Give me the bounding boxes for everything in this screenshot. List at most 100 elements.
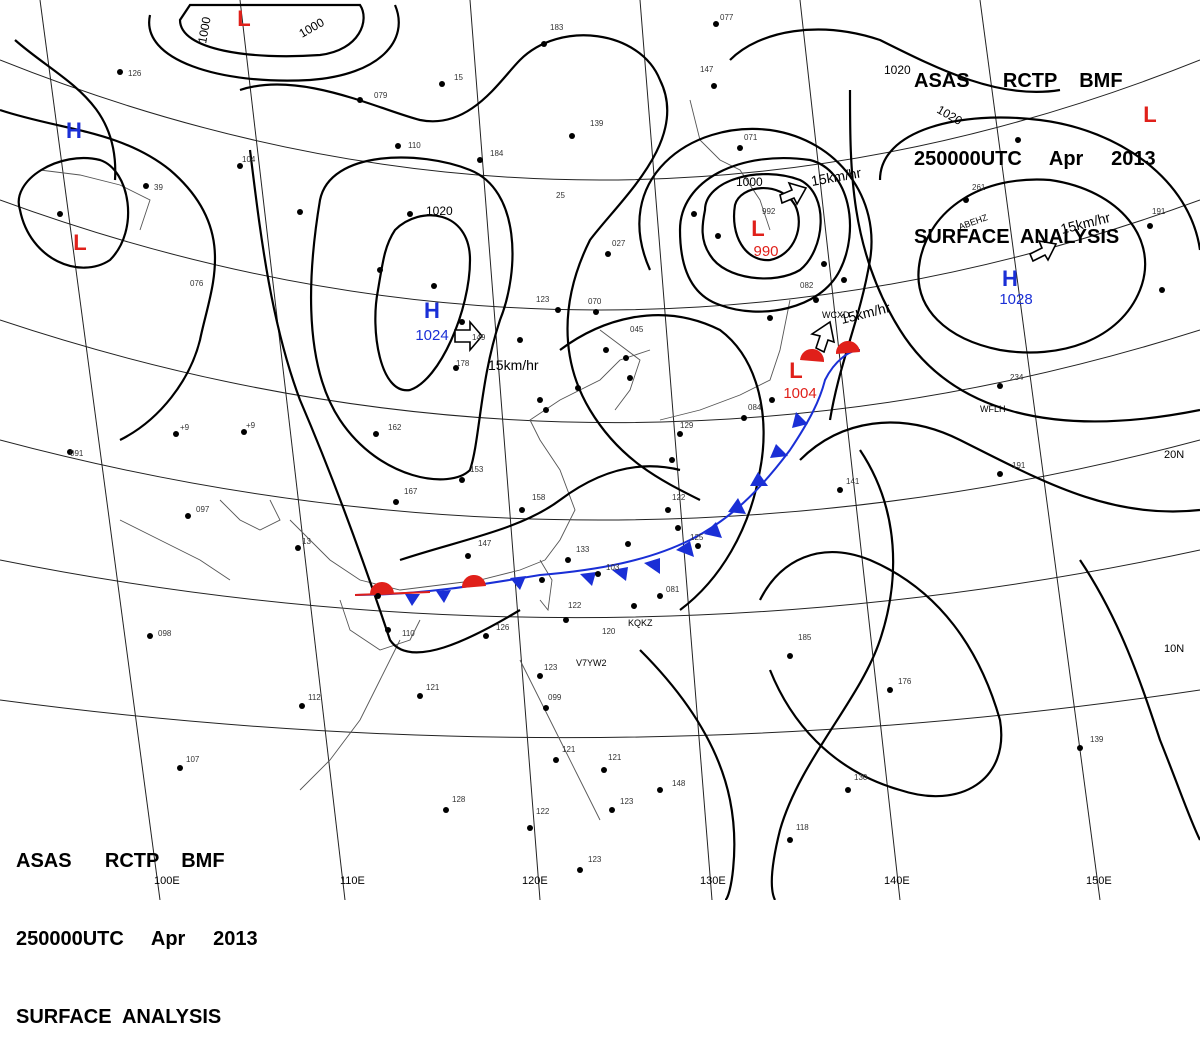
svg-text:184: 184	[490, 149, 504, 158]
svg-text:+9: +9	[180, 423, 190, 432]
low-center-letter: L	[237, 6, 250, 31]
station-code: WFLH	[980, 404, 1006, 414]
header-bottom-left: ASAS RCTP BMF 250000UTC Apr 2013 SURFACE…	[16, 796, 258, 1056]
svg-text:176: 176	[898, 677, 912, 686]
header-line-2: 250000UTC Apr 2013	[16, 928, 258, 950]
svg-text:120: 120	[602, 627, 616, 636]
svg-text:082: 082	[800, 281, 814, 290]
latitude-label: 10N	[1164, 643, 1184, 655]
cold-front-symbol	[510, 576, 526, 590]
svg-text:079: 079	[374, 91, 388, 100]
movement-arrows	[454, 181, 1058, 354]
low-center-letter: L	[73, 230, 86, 255]
svg-text:148: 148	[672, 779, 686, 788]
svg-text:15: 15	[454, 73, 463, 82]
station-code: V7YW2	[576, 658, 607, 668]
svg-text:133: 133	[576, 545, 590, 554]
cold-front-symbol	[436, 590, 451, 603]
warm-front-symbol	[835, 340, 860, 354]
cold-front-symbol	[792, 412, 808, 428]
svg-text:126: 126	[128, 69, 142, 78]
svg-text:153: 153	[470, 465, 484, 474]
low-center-value: 1004	[783, 385, 816, 402]
motion-arrow-icon	[779, 181, 808, 206]
svg-text:027: 027	[612, 239, 626, 248]
high-center-value: 1024	[415, 327, 448, 344]
header-line-1: ASAS RCTP BMF	[16, 850, 225, 872]
isobar-label: 1000	[195, 15, 213, 44]
graticule-labels: 100E 110E 120E 130E 140E 150E 20N 10N	[154, 449, 1184, 887]
graticule	[0, 0, 1200, 900]
svg-text:076: 076	[190, 279, 204, 288]
header-line-3: SURFACE ANALYSIS	[16, 1006, 222, 1028]
svg-text:110: 110	[402, 629, 415, 638]
svg-text:123: 123	[588, 855, 602, 864]
longitude-label: 140E	[884, 875, 910, 887]
warm-front-symbol	[461, 574, 486, 588]
cold-front-symbol	[644, 558, 660, 574]
svg-text:112: 112	[308, 693, 321, 702]
motion-arrow-icon	[454, 319, 484, 353]
svg-text:261: 261	[972, 183, 986, 192]
motion-label: 15km/hr	[488, 357, 539, 373]
svg-text:992: 992	[762, 207, 776, 216]
svg-text:141: 141	[846, 477, 860, 486]
station-code: KQKZ	[628, 618, 653, 628]
svg-text:162: 162	[388, 423, 402, 432]
warm-front-symbol	[800, 348, 825, 362]
svg-text:149: 149	[472, 333, 486, 342]
longitude-label: 130E	[700, 875, 726, 887]
svg-text:122: 122	[672, 493, 686, 502]
station-plots	[57, 21, 1165, 873]
svg-text:+9: +9	[246, 421, 256, 430]
longitude-label: 120E	[522, 875, 548, 887]
svg-text:129: 129	[680, 421, 694, 430]
svg-text:183: 183	[550, 23, 564, 32]
svg-text:139: 139	[1090, 735, 1104, 744]
svg-text:25: 25	[556, 191, 565, 200]
isobar-label: 1000	[736, 175, 763, 189]
low-center-letter: L	[789, 358, 802, 383]
cold-front-symbol	[728, 498, 746, 514]
front-symbols	[370, 340, 860, 606]
svg-text:167: 167	[404, 487, 418, 496]
svg-text:128: 128	[452, 795, 466, 804]
high-center-letter: H	[1002, 266, 1018, 291]
pressure-centers: H 1024 H 1028 L 990 L 1004 H L L L	[66, 6, 1157, 402]
longitude-label: 150E	[1086, 875, 1112, 887]
svg-text:147: 147	[478, 539, 492, 548]
svg-text:178: 178	[456, 359, 470, 368]
isobar-label: 1020	[884, 63, 911, 77]
svg-text:130: 130	[854, 773, 868, 782]
cold-front-symbol	[405, 594, 420, 606]
coastlines	[39, 99, 791, 821]
svg-text:121: 121	[608, 753, 622, 762]
svg-text:123: 123	[536, 295, 550, 304]
svg-text:118: 118	[796, 823, 809, 832]
svg-text:122: 122	[536, 807, 550, 816]
cold-front-symbol	[750, 472, 768, 486]
low-center-value: 990	[753, 243, 778, 260]
cold-front-symbol	[704, 522, 722, 538]
svg-text:158: 158	[532, 493, 546, 502]
svg-text:147: 147	[700, 65, 714, 74]
svg-text:122: 122	[568, 601, 582, 610]
cold-front-symbol	[580, 572, 596, 586]
svg-text:123: 123	[544, 663, 558, 672]
svg-text:125: 125	[690, 533, 704, 542]
svg-text:084: 084	[748, 403, 762, 412]
latitude-label: 20N	[1164, 449, 1184, 461]
motion-arrow-icon	[1028, 239, 1058, 263]
weather-map: H 1024 H 1028 L 990 L 1004 H L L L 1000 …	[0, 0, 1200, 900]
isobars	[0, 3, 1200, 900]
low-center-letter: L	[751, 216, 764, 241]
svg-text:098: 098	[158, 629, 172, 638]
svg-text:185: 185	[798, 633, 812, 642]
svg-text:39: 39	[154, 183, 163, 192]
svg-text:091: 091	[70, 449, 84, 458]
high-center-value: 1028	[999, 291, 1032, 308]
longitude-label: 100E	[154, 875, 180, 887]
svg-text:104: 104	[242, 155, 256, 164]
warm-front-symbol	[370, 582, 394, 594]
header-line-3: SURFACE ANALYSIS	[914, 226, 1120, 248]
